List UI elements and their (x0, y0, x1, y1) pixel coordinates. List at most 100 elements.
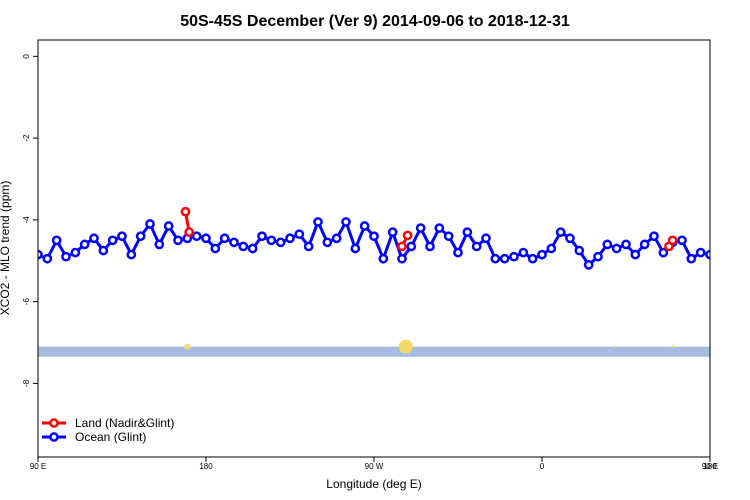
ocean-point (546, 243, 557, 254)
ocean-point (210, 243, 221, 254)
ocean-point (173, 235, 183, 246)
ocean-point (257, 231, 267, 242)
ocean-point (117, 231, 127, 242)
ocean-point (359, 221, 370, 231)
ocean-point (509, 251, 519, 262)
ocean-point (266, 235, 277, 246)
legend-swatch-marker (49, 432, 59, 442)
x-tick-label: 0 (540, 462, 545, 471)
ocean-point (369, 231, 379, 242)
ocean-point (490, 253, 501, 264)
land-point (180, 206, 191, 217)
ocean-point (247, 243, 258, 254)
ocean-point (499, 253, 510, 264)
y-tick-label: -8 (22, 379, 31, 387)
band-marker-1 (184, 343, 191, 350)
ocean-point (434, 223, 445, 233)
ocean-point (621, 239, 631, 250)
ocean-point (154, 239, 165, 250)
y-tick-label: -4 (22, 216, 31, 224)
ocean-point (70, 247, 81, 258)
legend: Land (Nadir&Glint)Ocean (Glint) (42, 416, 174, 444)
ocean-point (378, 253, 389, 264)
y-tick-label: 0 (22, 54, 31, 59)
ocean-point (135, 231, 146, 242)
x-tick-label: 90 E (702, 462, 718, 471)
ocean-point (145, 219, 155, 229)
ocean-point (107, 235, 118, 246)
ocean-point (695, 247, 706, 258)
x-axis-label: Longitude (deg E) (326, 477, 421, 491)
y-axis: 0 -2 -4 -6 -8 (22, 54, 38, 387)
legend-swatch-marker (49, 418, 59, 428)
ocean-point (238, 241, 249, 252)
x-tick-label: 180 (703, 462, 717, 471)
x-tick-label: 90 E (30, 462, 46, 471)
ocean-point (686, 253, 697, 264)
ocean-point (313, 217, 323, 227)
ocean-point (527, 253, 538, 264)
legend-label: Ocean (Glint) (75, 430, 146, 444)
ocean-point (201, 233, 211, 244)
ocean-point (331, 233, 342, 244)
ocean-point (453, 247, 463, 258)
ocean-point (341, 217, 351, 227)
ocean-point (630, 249, 641, 260)
ocean-point (518, 247, 529, 258)
band-marker-3 (613, 345, 616, 348)
ocean-point (481, 233, 491, 244)
ocean-point (387, 227, 398, 237)
ocean-point (126, 249, 137, 260)
ocean-point (583, 260, 594, 270)
legend-item-1: Land (Nadir&Glint) (42, 416, 174, 430)
ocean-point (443, 231, 454, 242)
ocean-point (350, 243, 361, 254)
ocean-point (42, 253, 53, 264)
chart-title: 50S-45S December (Ver 9) 2014-09-06 to 2… (180, 13, 570, 30)
background-band (38, 346, 710, 357)
y-axis-label: XCO2 - MLO trend (ppm) (0, 181, 12, 316)
y-tick-label: -2 (22, 134, 31, 142)
ocean-point (275, 237, 286, 248)
ocean-point (658, 247, 669, 258)
ocean-point (229, 237, 239, 248)
ocean-point (677, 235, 687, 246)
ocean-point (602, 239, 613, 250)
ocean-point (61, 251, 71, 262)
land-point (667, 235, 678, 246)
ocean-point (705, 249, 710, 260)
ocean-point (555, 227, 566, 237)
land-point (184, 227, 195, 237)
ocean-point (79, 239, 90, 250)
ocean-point (303, 241, 314, 252)
ocean-point (574, 245, 585, 256)
ocean-point (98, 245, 109, 256)
ocean-point (611, 243, 622, 254)
ocean-point (294, 229, 305, 240)
ocean-point (593, 251, 603, 262)
x-tick-label: 180 (199, 462, 213, 471)
band-marker-2 (398, 339, 413, 354)
land-point (402, 230, 413, 241)
ocean-point (219, 233, 230, 244)
ocean-point (471, 241, 482, 252)
legend-item-2: Ocean (Glint) (42, 430, 146, 444)
y-tick-label: -6 (22, 298, 31, 306)
ocean-point (537, 249, 547, 260)
ocean-point (51, 235, 62, 246)
ocean-point (285, 233, 295, 244)
ocean-point (415, 223, 426, 233)
ocean-point (639, 239, 650, 250)
ocean-point (649, 231, 659, 242)
ocean-point (425, 241, 435, 252)
ocean-point (406, 241, 417, 252)
x-tick-label: 90 W (365, 462, 384, 471)
ocean-point (397, 253, 407, 264)
ocean-point (462, 227, 473, 237)
ocean-point (322, 237, 333, 248)
ocean-point (565, 233, 575, 244)
ocean-point (191, 231, 202, 242)
